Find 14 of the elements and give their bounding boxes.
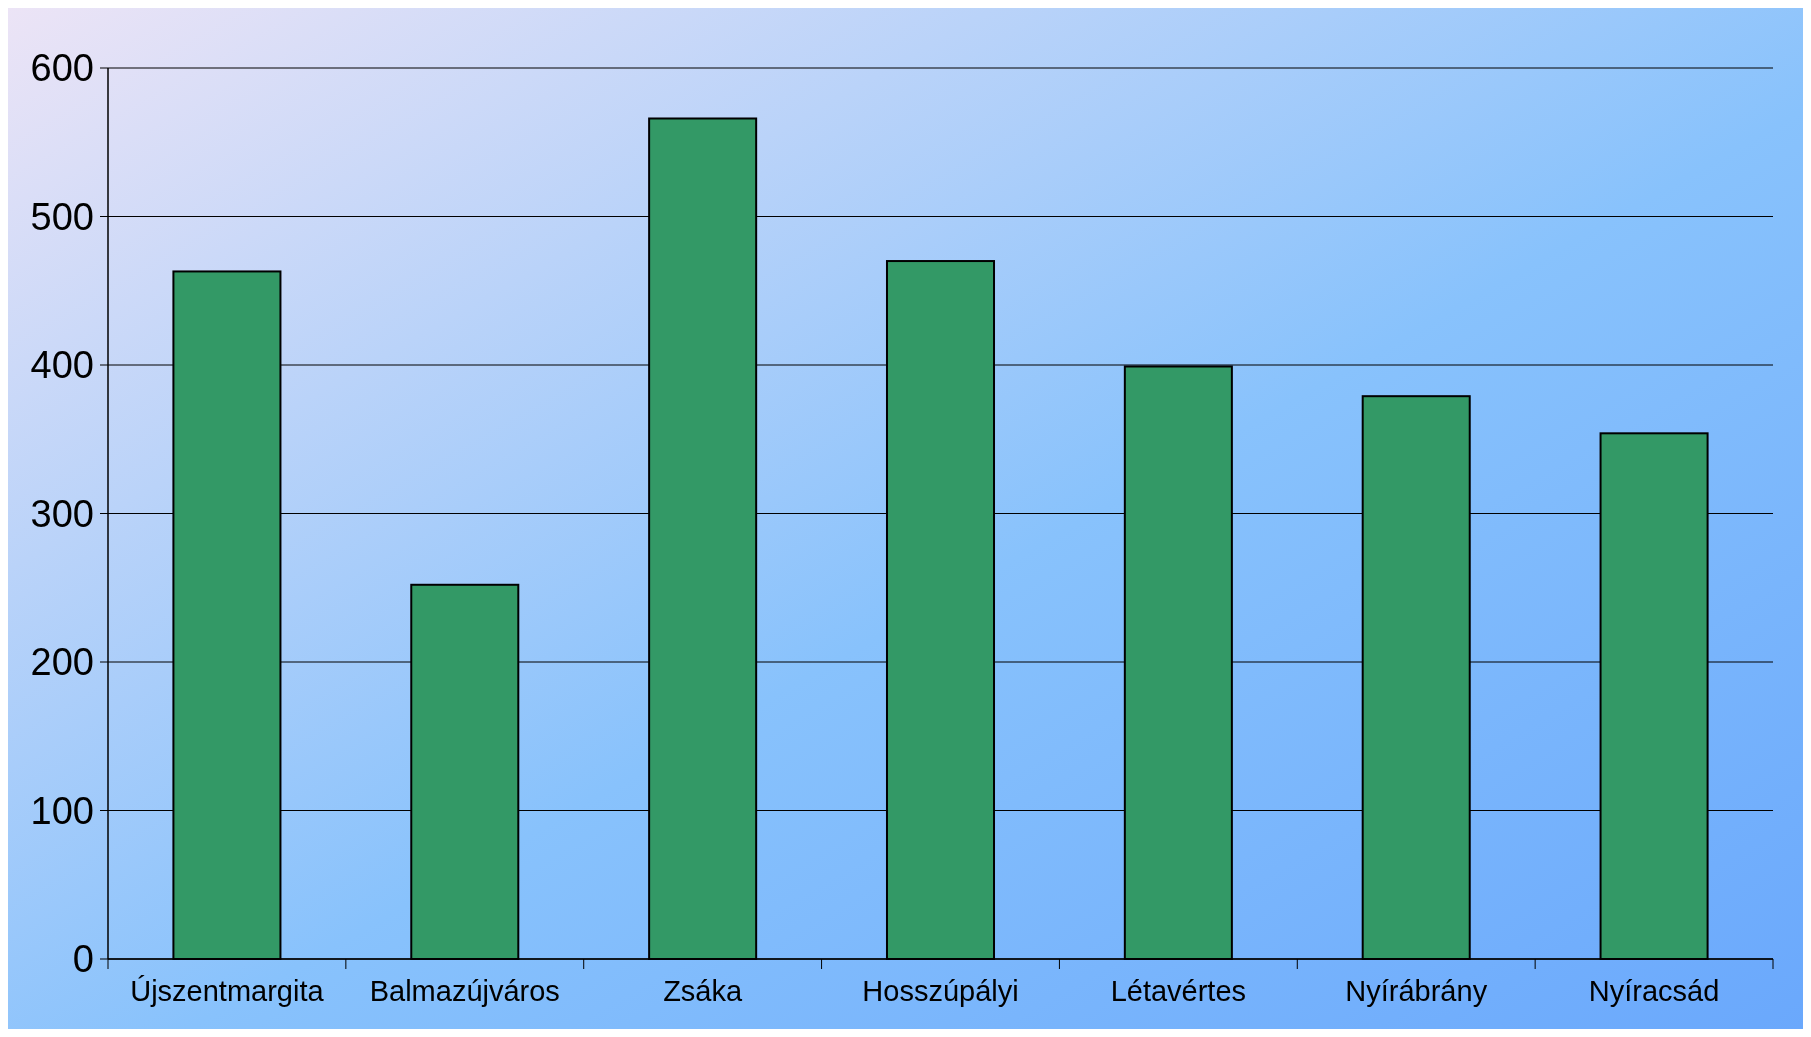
y-tick-label: 100: [30, 789, 94, 832]
x-tick-label: Hosszúpályi: [862, 975, 1019, 1007]
x-tick-label: Nyíracsád: [1588, 975, 1720, 1007]
x-tick-label: Zsáka: [663, 975, 743, 1007]
y-tick-label: 300: [30, 492, 94, 535]
y-tick-label: 500: [30, 195, 94, 238]
x-tick-label: Létavértes: [1110, 975, 1247, 1007]
y-tick-label: 200: [30, 641, 94, 684]
x-tick-label: Nyírábrány: [1345, 975, 1488, 1007]
x-tick-label: Újszentmargita: [130, 975, 325, 1007]
y-tick-label: 600: [30, 47, 94, 90]
x-tick-label: Balmazújváros: [369, 975, 560, 1007]
y-tick-label: 0: [72, 938, 94, 981]
y-tick-label: 400: [30, 344, 94, 387]
